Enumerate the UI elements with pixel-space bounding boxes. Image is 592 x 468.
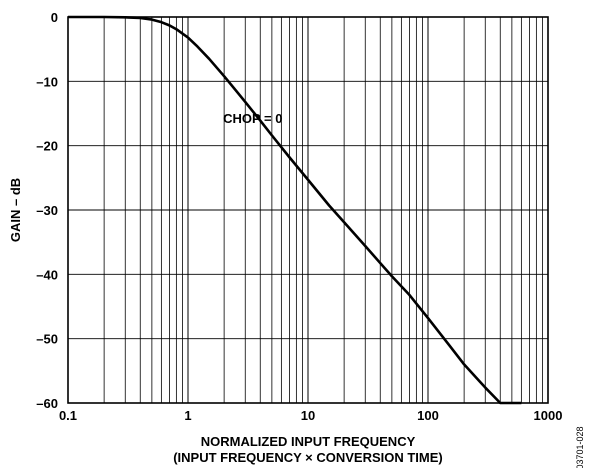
x-axis-label: NORMALIZED INPUT FREQUENCY <box>201 434 416 449</box>
y-tick-label: –20 <box>36 139 58 154</box>
figure-id: 03701-028 <box>575 426 585 468</box>
y-tick-label: –60 <box>36 396 58 411</box>
grid <box>68 17 548 403</box>
chop-annotation: CHOP = 0 <box>223 111 282 126</box>
y-tick-label: 0 <box>51 10 58 25</box>
y-tick-label: –40 <box>36 267 58 282</box>
y-axis-label: GAIN – dB <box>8 178 23 242</box>
x-axis-label-sub: (INPUT FREQUENCY × CONVERSION TIME) <box>173 450 443 465</box>
x-tick-label: 10 <box>301 408 315 423</box>
x-tick-label: 0.1 <box>59 408 77 423</box>
x-tick-labels: 0.1 1 10 100 1000 <box>59 408 563 423</box>
y-tick-label: –50 <box>36 332 58 347</box>
y-tick-labels: 0 –10 –20 –30 –40 –50 –60 <box>36 10 58 411</box>
y-tick-label: –10 <box>36 74 58 89</box>
x-tick-label: 1000 <box>534 408 563 423</box>
y-tick-label: –30 <box>36 203 58 218</box>
x-tick-label: 1 <box>184 408 191 423</box>
x-tick-label: 100 <box>417 408 439 423</box>
